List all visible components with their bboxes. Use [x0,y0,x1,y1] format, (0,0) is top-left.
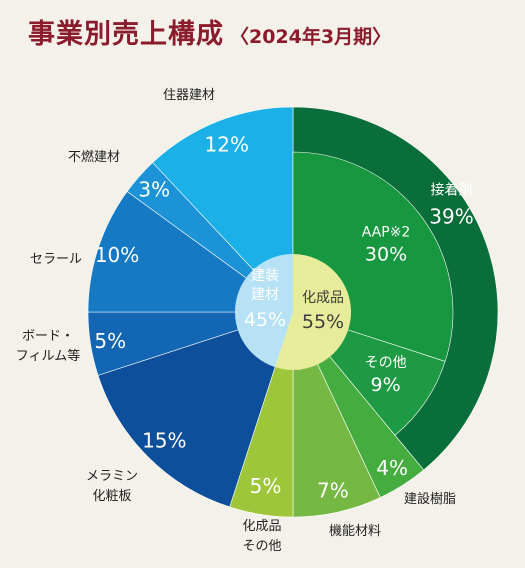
slice-pct-label: 5% [94,329,126,353]
center-disc [234,254,351,370]
inner-segment-name: AAP※2 [362,224,411,240]
slice-4 [97,311,294,508]
center-slice-kaseihin [275,254,351,370]
center-label: 化成品 [302,290,344,306]
slice-8 [152,106,294,313]
inner-segment-name: その他 [365,355,407,371]
slice-name-label: 建設樹脂 [404,491,456,507]
center-pct: 55% [302,311,344,333]
center-pct: 45% [244,309,286,331]
slice-pct-label: 10% [95,243,139,267]
center-label: 建装 [251,268,279,284]
slice-name-label: 接着剤 [431,182,473,199]
chart-title: 事業別売上構成 〈2024年3月期〉 [28,12,391,51]
inner-segment-pct: 9% [371,374,401,396]
slice-name-label: 機能材料 [329,524,381,539]
slice-name-label: フィルム等 [16,348,80,364]
slice-name-label: 化成品 [242,519,281,534]
slice-6 [87,191,294,313]
slice-name-label: 住器建材 [163,88,215,103]
slice-name-label: その他 [242,539,281,554]
chart-labels: 39%4%7%5%15%5%10%3%12%建設樹脂機能材料化成品その他メラミン… [16,88,474,554]
slice-pct-label: 4% [376,456,408,480]
slice-name-label: メラミン [86,469,138,484]
slice-pct-label: 3% [138,178,170,202]
slice-pct-label: 7% [317,479,349,503]
center-slice-kenso [234,254,293,368]
slice-name-label: 不燃建材 [68,149,120,165]
slice-pct-label: 12% [205,133,249,157]
center-label: 建材 [251,287,279,303]
title-subtitle: 〈2024年3月期〉 [230,26,392,48]
title-main: 事業別売上構成 [28,19,224,50]
slice-pct-label: 15% [142,429,186,453]
slice-name-label: セラール [30,252,82,267]
inner-segment-pct: 30% [365,243,407,265]
slice-name-label: 化粧板 [92,489,131,504]
slice-pct-label: 39% [429,205,473,229]
slice-pct-label: 5% [250,474,282,498]
slice-name-label: ボード・ [22,329,74,344]
